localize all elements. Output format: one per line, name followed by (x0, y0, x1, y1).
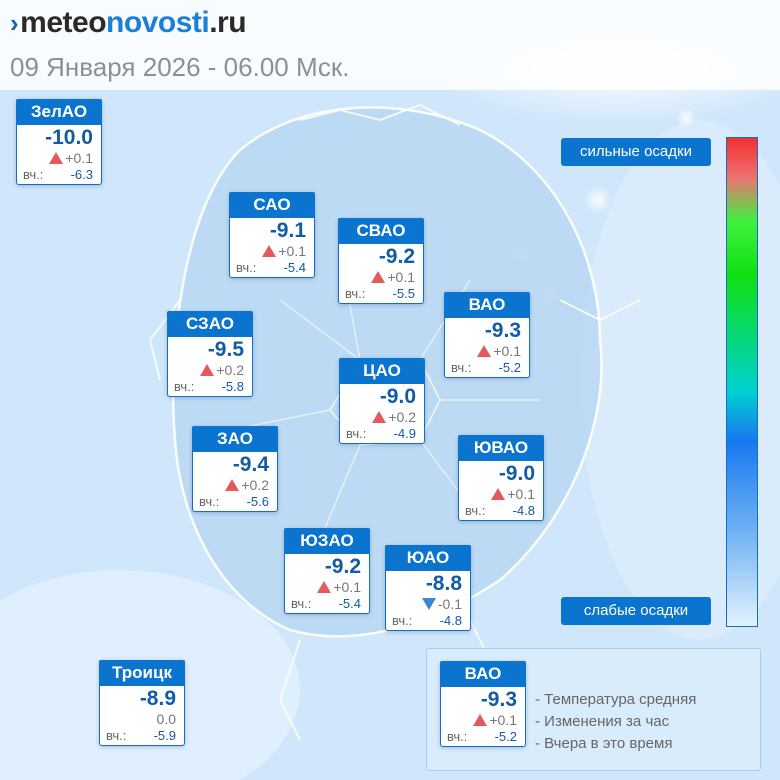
hourly-change: +0.2 (340, 408, 424, 426)
district-name: ЗАО (192, 426, 278, 452)
hourly-change: -0.1 (386, 595, 470, 613)
trend-up-icon (477, 345, 492, 357)
trend-up-icon (317, 581, 332, 593)
legend-item-yesterday: - Вчера в это время (535, 735, 673, 752)
district-name: Троицк (99, 660, 185, 686)
logo-suffix: .ru (209, 6, 247, 39)
hourly-change: 0.0 (156, 711, 176, 727)
legend-item-temperature: - Температура средняя (535, 691, 697, 708)
yesterday-row: вч.: -5.2 (447, 729, 517, 744)
precip-light-label: слабые осадки (561, 597, 711, 625)
district-temperature: -9.1 (269, 219, 306, 242)
district-card-zelao[interactable]: ЗелАО -10.0 +0.1 вч.: -6.3 (16, 99, 102, 185)
district-name: ЮАО (385, 545, 471, 571)
district-card-vao[interactable]: ВАО -9.3 +0.1 вч.: -5.2 (444, 292, 530, 378)
hourly-change: +0.1 (17, 149, 101, 167)
precipitation-color-scale (726, 137, 758, 627)
hourly-change: +0.2 (193, 476, 277, 494)
trend-up-icon (371, 271, 386, 283)
district-card-svao[interactable]: СВАО -9.2 +0.1 вч.: -5.5 (338, 218, 424, 304)
yesterday-row: вч.: -5.4 (236, 260, 306, 275)
trend-down-icon (421, 598, 436, 610)
district-name: СВАО (338, 218, 424, 244)
district-temperature: -9.2 (324, 555, 361, 578)
trend-up-icon (491, 488, 506, 500)
district-temperature: -8.8 (425, 572, 462, 595)
yesterday-row: вч.: -5.8 (174, 379, 244, 394)
legend-items: - Температура средняя - Изменения за час… (535, 689, 696, 755)
trend-up-icon (225, 479, 240, 491)
yesterday-row: вч.: -5.2 (451, 360, 521, 375)
hourly-change: +0.1 (339, 268, 423, 286)
district-name: ЮЗАО (284, 528, 370, 554)
district-name: ЮВАО (458, 435, 544, 461)
yesterday-row: вч.: -4.8 (392, 613, 462, 628)
district-temperature: -9.0 (498, 462, 535, 485)
yesterday-row: вч.: -4.9 (346, 426, 416, 441)
legend-box: ВАО -9.3 +0.1 вч.: -5.2 - Температура сре… (426, 648, 761, 771)
trend-up-icon (49, 152, 64, 164)
district-temperature: -9.5 (207, 338, 244, 361)
yesterday-row: вч.: -5.4 (291, 596, 361, 611)
district-temperature: -9.4 (232, 453, 269, 476)
yesterday-row: вч.: -6.3 (23, 167, 93, 182)
district-temperature: -9.0 (379, 385, 416, 408)
district-temperature: -9.3 (484, 319, 521, 342)
legend-item-change: - Изменения за час (535, 713, 670, 730)
hourly-change: +0.1 (459, 485, 543, 503)
district-name: САО (229, 192, 315, 218)
hourly-change: +0.2 (168, 361, 252, 379)
district-card-yuzao[interactable]: ЮЗАО -9.2 +0.1 вч.: -5.4 (284, 528, 370, 614)
district-temperature: -9.2 (378, 245, 415, 268)
district-card-troitsk[interactable]: Троицк -8.9 0.0 вч.: -5.9 (99, 660, 185, 746)
district-temperature: -9.3 (480, 688, 517, 711)
hourly-change: +0.1 (285, 578, 369, 596)
hourly-change: +0.1 (445, 342, 529, 360)
district-name: ВАО (444, 292, 530, 318)
district-card-yuvao[interactable]: ЮВАО -9.0 +0.1 вч.: -4.8 (458, 435, 544, 521)
precip-heavy-label: сильные осадки (561, 138, 711, 166)
district-card-zao[interactable]: ЗАО -9.4 +0.2 вч.: -5.6 (192, 426, 278, 512)
trend-up-icon (473, 714, 488, 726)
legend-example-card: ВАО -9.3 +0.1 вч.: -5.2 (440, 661, 526, 747)
trend-up-icon (200, 364, 215, 376)
yesterday-row: вч.: -5.9 (106, 728, 176, 743)
date-time-line: 09 Января 2026 - 06.00 Мск. (10, 52, 350, 82)
district-name: СЗАО (167, 311, 253, 337)
district-temperature: -10.0 (45, 126, 93, 149)
yesterday-row: вч.: -5.5 (345, 286, 415, 301)
logo-mid: novosti (106, 6, 210, 39)
logo-prefix: meteo (20, 6, 107, 39)
trend-up-icon (262, 245, 277, 257)
district-name: ЦАО (339, 358, 425, 384)
district-name: ВАО (440, 661, 526, 687)
district-card-cao[interactable]: ЦАО -9.0 +0.2 вч.: -4.9 (339, 358, 425, 444)
district-card-szao[interactable]: СЗАО -9.5 +0.2 вч.: -5.8 (167, 311, 253, 397)
logo-mark-icon: › (10, 8, 19, 38)
district-name: ЗелАО (16, 99, 102, 125)
district-card-sao[interactable]: САО -9.1 +0.1 вч.: -5.4 (229, 192, 315, 278)
yesterday-row: вч.: -5.6 (199, 494, 269, 509)
district-temperature: -8.9 (139, 687, 176, 710)
hourly-change: +0.1 (441, 711, 525, 729)
site-logo[interactable]: ›meteonovosti.ru (10, 6, 247, 40)
hourly-change: +0.1 (230, 242, 314, 260)
district-card-yuao[interactable]: ЮАО -8.8 -0.1 вч.: -4.8 (385, 545, 471, 631)
yesterday-row: вч.: -4.8 (465, 503, 535, 518)
trend-up-icon (372, 411, 387, 423)
